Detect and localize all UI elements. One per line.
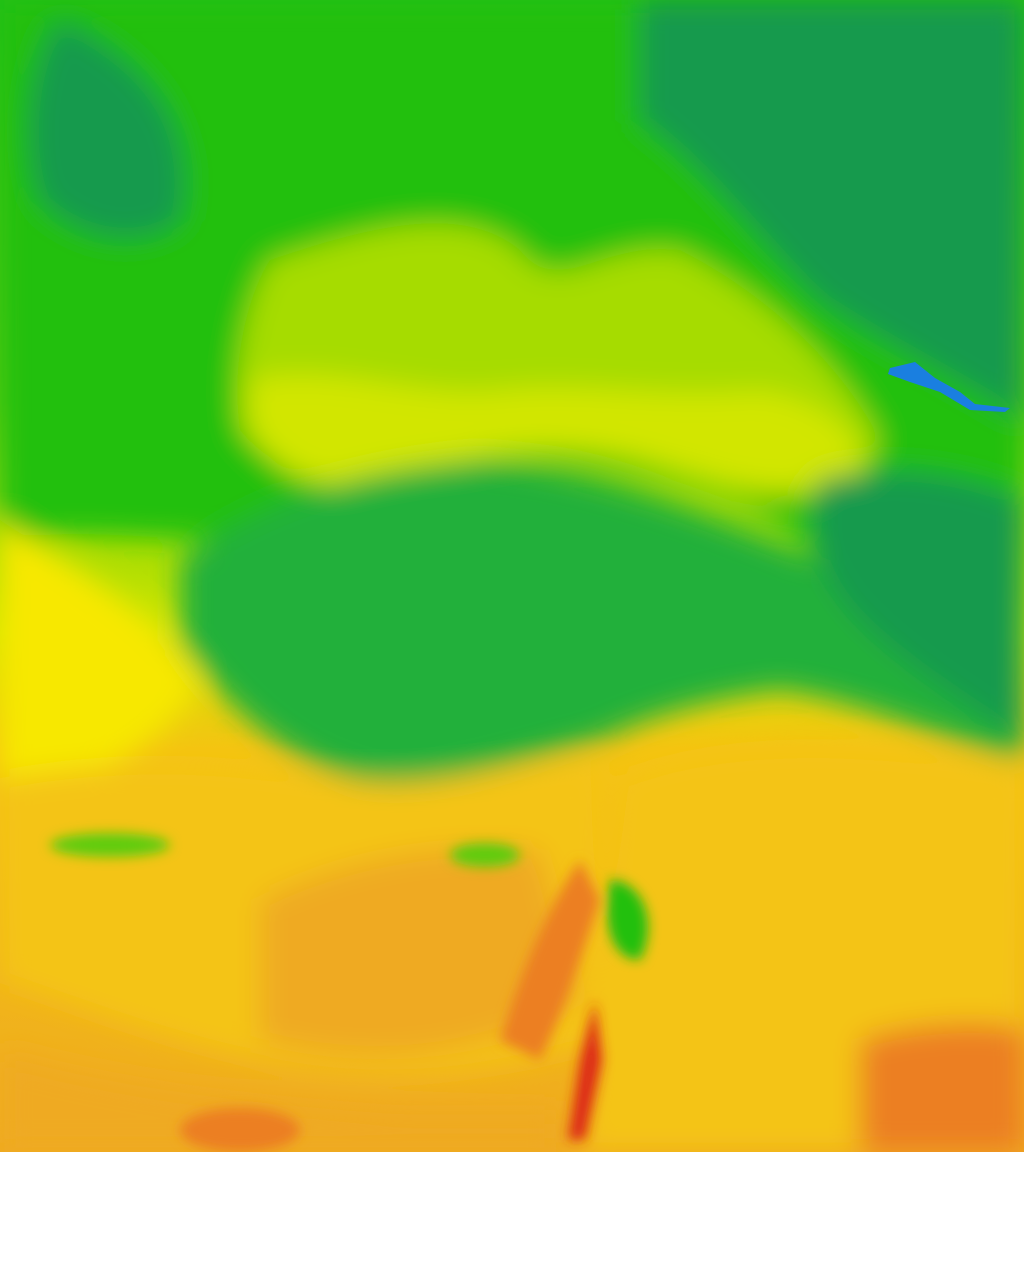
desert-orange-east — [860, 1023, 1024, 1152]
northeast-teal — [640, 0, 1024, 420]
inland-sea-south — [250, 374, 862, 491]
temperature-map — [0, 0, 1024, 1152]
south-orange-patch — [180, 1108, 300, 1152]
high-peaks-blue — [888, 362, 1010, 412]
rift-green-strip — [607, 880, 649, 960]
northwest-teal — [29, 20, 184, 238]
central-highlands — [180, 460, 1024, 782]
coastal-lowland-orange — [500, 860, 600, 1060]
rift-valley — [568, 1000, 602, 1140]
island-west — [50, 833, 170, 857]
southern-sea-orange — [260, 847, 580, 1057]
blank-area — [0, 1152, 1024, 1280]
south-coast-orange — [0, 1050, 560, 1152]
mountain-ridge-northeast — [812, 471, 1024, 740]
western-yellow — [0, 520, 200, 800]
island-east — [450, 843, 520, 867]
